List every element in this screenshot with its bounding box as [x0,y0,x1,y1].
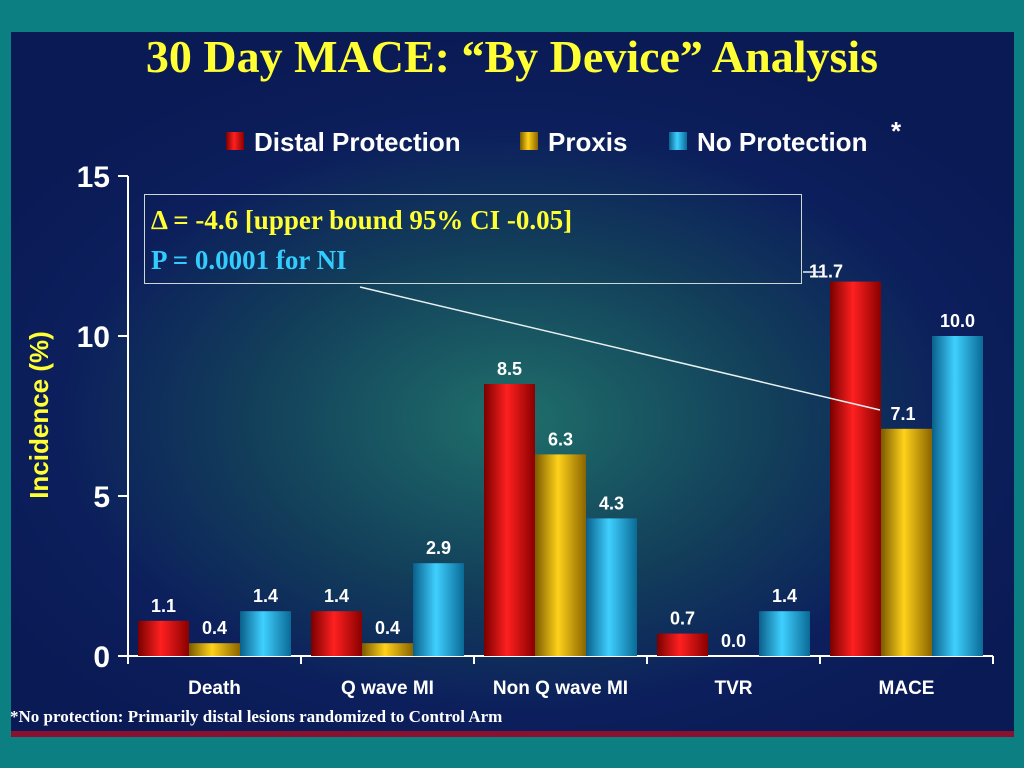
bar [881,428,932,656]
data-label: 1.1 [151,596,176,616]
data-label: 1.4 [253,586,278,606]
bar [189,643,240,656]
axes: 0 5 10 15 Death Q wave MI Non Q wave MI TVR MACE [77,161,994,699]
y-tick-label: 0 [93,641,110,674]
legend-swatch [669,132,687,150]
data-labels: 1.1 0.4 1.4 1.4 0.4 2.9 8.5 6.3 4.3 0.7 0.0 1.4 11.7… [151,262,975,651]
bar [932,336,983,656]
bar [138,620,189,656]
bars [138,281,983,656]
bar [586,518,637,656]
bar [484,384,535,656]
annotation-delta: Δ = -4.6 [upper bound 95% CI -0.05] [151,205,573,235]
data-label: 0.4 [202,618,227,638]
data-label: 10.0 [940,311,975,331]
x-tick-label: TVR [715,678,753,699]
bottom-accent-bar [11,731,1014,737]
legend-label: Distal Protection [254,127,461,157]
data-label: 6.3 [548,429,573,449]
data-label: 0.0 [721,631,746,651]
bar [535,454,586,656]
annotation-p-value: P = 0.0001 for NI [151,245,347,275]
y-tick-label: 15 [77,161,110,194]
page-title: 30 Day MACE: “By Device” Analysis [145,31,879,82]
y-axis-label: Incidence (%) [24,331,54,499]
data-label: 0.4 [375,618,400,638]
annotation-box: Δ = -4.6 [upper bound 95% CI -0.05] P = … [144,194,802,284]
legend-label: Proxis [548,127,628,157]
data-label: 4.3 [599,493,624,513]
bar [240,611,291,656]
bar [759,611,810,656]
data-label: 1.4 [324,586,349,606]
annotation-leader-line [359,286,881,411]
data-label: 1.4 [772,586,797,606]
legend-label: No Protection [697,127,867,157]
legend-footnote-mark: * [891,116,902,146]
x-tick-label: MACE [879,678,935,699]
legend-swatch [226,132,244,150]
bar [657,633,708,656]
legend-swatch [520,132,538,150]
data-label: 8.5 [497,359,522,379]
data-label: 11.7 [809,262,843,282]
bar [362,643,413,656]
footnote: *No protection: Primarily distal lesions… [10,707,503,726]
x-tick-label: Non Q wave MI [493,678,628,699]
bar [413,563,464,656]
bar [830,281,881,656]
x-tick-label: Death [188,678,241,699]
bar [311,611,362,656]
x-tick-label: Q wave MI [341,678,434,699]
data-label: 7.1 [890,404,915,424]
legend: Distal Protection Proxis No Protection * [226,116,902,157]
data-label: 2.9 [426,538,451,558]
y-tick-label: 5 [93,481,110,514]
y-tick-label: 10 [77,321,110,354]
data-label: 0.7 [670,609,695,629]
